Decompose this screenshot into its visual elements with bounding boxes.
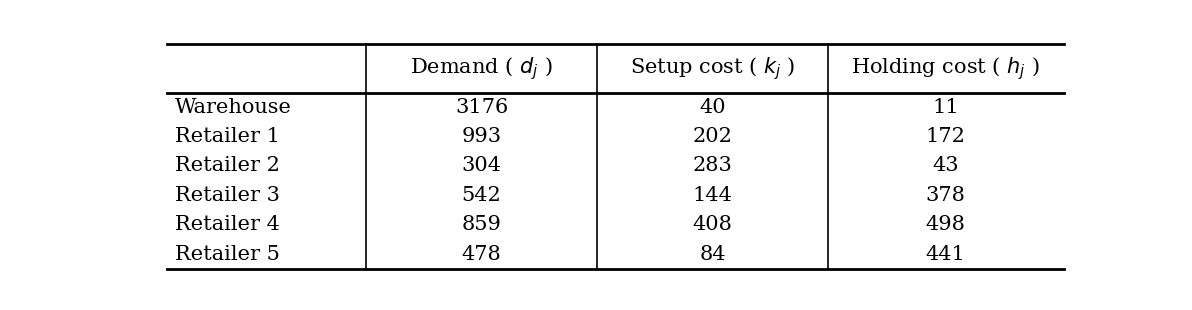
Text: 378: 378 <box>926 186 966 205</box>
Text: 144: 144 <box>693 186 732 205</box>
Text: Setup cost ( $k_j$ ): Setup cost ( $k_j$ ) <box>629 55 795 82</box>
Text: 408: 408 <box>693 215 732 234</box>
Text: 40: 40 <box>700 98 726 117</box>
Text: 993: 993 <box>461 127 502 146</box>
Text: Holding cost ( $h_j$ ): Holding cost ( $h_j$ ) <box>851 55 1041 82</box>
Text: 172: 172 <box>926 127 966 146</box>
Text: Retailer 2: Retailer 2 <box>175 157 280 175</box>
Text: 11: 11 <box>932 98 960 117</box>
Text: 283: 283 <box>693 157 732 175</box>
Text: 304: 304 <box>461 157 502 175</box>
Text: Warehouse: Warehouse <box>175 98 292 117</box>
Text: Retailer 5: Retailer 5 <box>175 245 280 264</box>
Text: 542: 542 <box>461 186 502 205</box>
Text: Retailer 1: Retailer 1 <box>175 127 280 146</box>
Text: 441: 441 <box>926 245 966 264</box>
Text: 478: 478 <box>461 245 502 264</box>
Text: Retailer 4: Retailer 4 <box>175 215 280 234</box>
Text: 202: 202 <box>693 127 732 146</box>
Text: Demand ( $d_j$ ): Demand ( $d_j$ ) <box>410 55 553 82</box>
Text: 859: 859 <box>461 215 502 234</box>
Text: 3176: 3176 <box>455 98 508 117</box>
Text: 43: 43 <box>932 157 960 175</box>
Text: 84: 84 <box>700 245 726 264</box>
Text: Retailer 3: Retailer 3 <box>175 186 280 205</box>
Text: 498: 498 <box>926 215 966 234</box>
